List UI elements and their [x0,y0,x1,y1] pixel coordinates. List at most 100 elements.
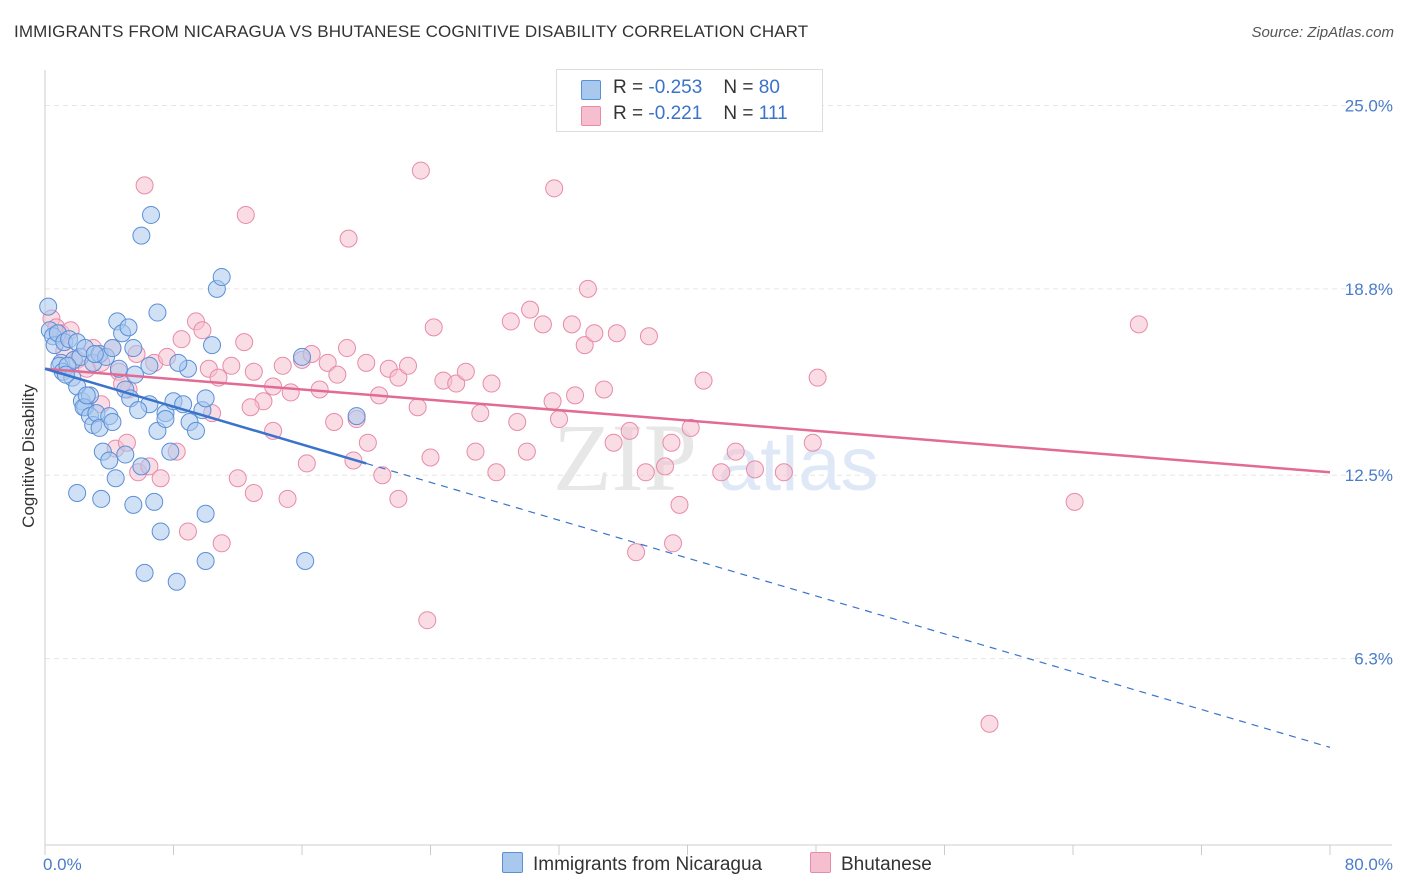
data-point-bhutanese [424,318,443,337]
data-point-bhutanese [358,433,377,452]
data-point-bhutanese [620,421,639,440]
data-point-nicaragua [347,407,366,426]
data-point-bhutanese [212,534,231,553]
data-point-bhutanese [318,353,337,372]
data-point-bhutanese [325,413,344,432]
data-point-nicaragua [124,495,143,514]
legend-r-value: -0.221 [648,103,703,124]
data-point-nicaragua [145,492,164,511]
data-point-nicaragua [116,445,135,464]
data-point-bhutanese [193,321,212,340]
data-point-bhutanese [681,418,700,437]
data-point-nicaragua [212,268,231,287]
trend-line-nicaragua [44,367,367,465]
data-point-bhutanese [656,457,675,476]
legend-swatch-nicaragua [581,80,601,100]
data-point-bhutanese [408,398,427,417]
data-point-bhutanese [235,333,254,352]
watermark: ZIP atlas [553,404,879,511]
data-point-bhutanese [178,522,197,541]
data-point-bhutanese [1065,492,1084,511]
chart-title: IMMIGRANTS FROM NICARAGUA VS BHUTANESE C… [14,22,809,41]
data-point-bhutanese [501,312,520,331]
data-point-bhutanese [550,410,568,429]
data-point-bhutanese [273,356,292,375]
data-point-bhutanese [328,365,347,384]
data-point-bhutanese [604,433,623,452]
data-point-bhutanese [566,386,585,405]
data-point-bhutanese [236,205,255,224]
data-point-bhutanese [357,353,376,372]
data-point-nicaragua [196,389,215,408]
data-point-nicaragua [142,205,161,224]
legend-n-label: N = [723,103,754,124]
data-point-bhutanese [627,543,646,562]
data-point-bhutanese [466,442,485,461]
data-point-bhutanese [373,466,392,485]
data-point-bhutanese [1129,315,1148,334]
data-point-bhutanese [447,374,466,393]
data-point-bhutanese [508,413,527,432]
data-point-nicaragua [156,410,175,429]
data-point-bhutanese [244,483,263,502]
data-point-bhutanese [664,534,683,553]
data-point-bhutanese [607,324,626,343]
y-tick-label: 12.5% [1345,466,1393,485]
data-point-nicaragua [186,421,205,440]
legend: R = -0.253 N = 80 R = -0.221 N = 111 [556,69,823,132]
data-point-nicaragua [109,359,128,378]
data-point-nicaragua [293,347,311,366]
data-point-bhutanese [389,368,408,387]
data-point-bhutanese [533,315,552,334]
legend-r-label: R = [613,77,644,98]
y-axis-label: Cognitive Disability [19,384,38,528]
tick-labels: 6.3% 12.5% 18.8% 25.0% 0.0% 80.0% [43,96,1393,874]
legend-n-value: 111 [758,103,788,124]
data-point-nicaragua [100,451,119,470]
data-point-bhutanese [399,356,418,375]
data-point-bhutanese [421,448,440,467]
data-point-bhutanese [517,442,536,461]
data-point-bhutanese [278,489,297,508]
data-point-nicaragua [124,339,143,358]
y-tick-label: 18.8% [1345,280,1393,299]
bottom-legend-swatch-bhutanese [810,852,831,873]
data-point-nicaragua [39,297,58,316]
data-point-nicaragua [129,401,148,420]
data-point-bhutanese [726,442,745,461]
watermark-atlas: atlas [718,422,879,507]
data-point-bhutanese [297,454,316,473]
data-point-nicaragua [167,572,186,591]
data-point-bhutanese [639,327,658,346]
data-point-bhutanese [562,315,581,334]
data-point-bhutanese [594,380,613,399]
data-point-bhutanese [337,339,356,358]
data-point-bhutanese [543,392,562,411]
data-point-nicaragua [92,489,111,508]
data-point-nicaragua [161,442,180,461]
data-point-bhutanese [411,161,430,180]
data-point-bhutanese [172,330,191,349]
data-point-bhutanese [482,374,501,393]
y-tick-label: 6.3% [1354,650,1393,669]
data-point-bhutanese [694,371,713,390]
legend-n-label: N = [723,77,754,98]
axes [44,70,1392,855]
data-point-bhutanese [521,300,540,319]
data-point-nicaragua [148,303,167,322]
data-point-bhutanese [151,469,170,488]
data-point-nicaragua [132,457,151,476]
x-tick-label: 80.0% [1345,855,1393,874]
bottom-legend-swatch-nicaragua [502,852,523,873]
data-point-bhutanese [471,404,490,423]
watermark-zip: ZIP [553,404,697,511]
data-point-bhutanese [244,362,263,381]
data-point-bhutanese [545,179,564,198]
data-point-bhutanese [339,229,358,248]
data-point-nicaragua [68,483,87,502]
data-point-nicaragua [106,469,125,488]
data-point-nicaragua [85,344,104,363]
data-point-bhutanese [774,463,793,482]
data-point-bhutanese [808,368,827,387]
